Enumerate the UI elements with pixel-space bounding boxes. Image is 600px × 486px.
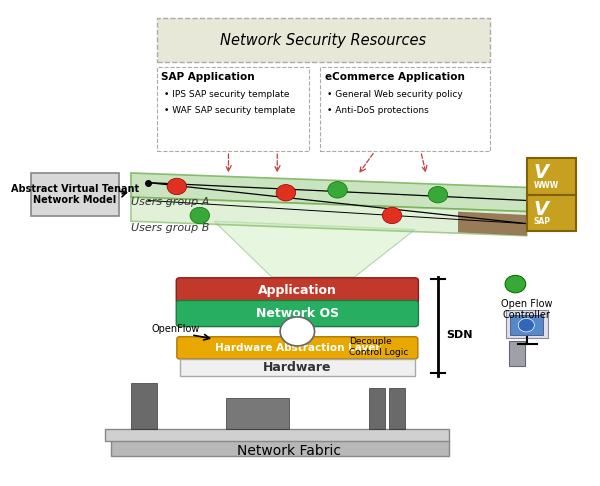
FancyBboxPatch shape: [131, 383, 157, 429]
Polygon shape: [131, 197, 527, 236]
Circle shape: [518, 318, 535, 332]
Text: Application: Application: [258, 284, 337, 297]
Text: eCommerce Application: eCommerce Application: [325, 72, 465, 83]
Polygon shape: [458, 211, 527, 236]
Circle shape: [382, 207, 402, 224]
Text: WWW: WWW: [534, 181, 559, 190]
FancyBboxPatch shape: [176, 278, 418, 304]
FancyBboxPatch shape: [176, 300, 418, 327]
FancyBboxPatch shape: [527, 195, 575, 231]
Text: • WAF SAP security template: • WAF SAP security template: [164, 106, 295, 115]
FancyBboxPatch shape: [369, 388, 385, 429]
Text: Users group B: Users group B: [131, 223, 209, 233]
Polygon shape: [131, 173, 527, 211]
FancyBboxPatch shape: [180, 360, 415, 376]
FancyBboxPatch shape: [157, 67, 309, 151]
Text: OpenFlow: OpenFlow: [151, 324, 199, 334]
Text: • Anti-DoS protections: • Anti-DoS protections: [327, 106, 429, 115]
Text: Users group A: Users group A: [131, 197, 209, 208]
Text: Hardware: Hardware: [263, 361, 332, 374]
FancyBboxPatch shape: [509, 315, 543, 335]
FancyBboxPatch shape: [226, 398, 289, 429]
FancyBboxPatch shape: [31, 173, 119, 216]
FancyBboxPatch shape: [509, 341, 524, 366]
Text: Network Security Resources: Network Security Resources: [220, 33, 426, 48]
FancyBboxPatch shape: [389, 388, 405, 429]
Circle shape: [167, 178, 187, 195]
Polygon shape: [214, 221, 415, 277]
Circle shape: [428, 187, 448, 203]
Text: Abstract Virtual Tenant
Network Model: Abstract Virtual Tenant Network Model: [11, 184, 139, 206]
Text: SAP: SAP: [534, 217, 551, 226]
Text: • General Web security policy: • General Web security policy: [327, 90, 463, 99]
Text: Hardware Abstraction Layer: Hardware Abstraction Layer: [215, 343, 380, 353]
Text: SDN: SDN: [446, 330, 473, 340]
Text: Network OS: Network OS: [256, 307, 339, 320]
Text: • IPS SAP security template: • IPS SAP security template: [164, 90, 289, 99]
FancyBboxPatch shape: [506, 310, 548, 338]
Circle shape: [280, 317, 314, 346]
Text: Decouple
Control Logic: Decouple Control Logic: [349, 337, 409, 357]
FancyBboxPatch shape: [320, 67, 490, 151]
Circle shape: [276, 185, 296, 201]
Circle shape: [190, 207, 209, 224]
Text: V: V: [534, 200, 549, 219]
FancyBboxPatch shape: [111, 440, 449, 455]
Text: Open Flow
Controller: Open Flow Controller: [501, 298, 553, 320]
FancyBboxPatch shape: [177, 337, 418, 359]
Text: Network Fabric: Network Fabric: [237, 444, 341, 458]
Text: V: V: [534, 163, 549, 182]
FancyBboxPatch shape: [105, 429, 449, 441]
Circle shape: [328, 182, 347, 198]
Circle shape: [505, 276, 526, 293]
FancyBboxPatch shape: [157, 18, 490, 62]
FancyBboxPatch shape: [527, 158, 575, 195]
Text: SAP Application: SAP Application: [161, 72, 255, 83]
